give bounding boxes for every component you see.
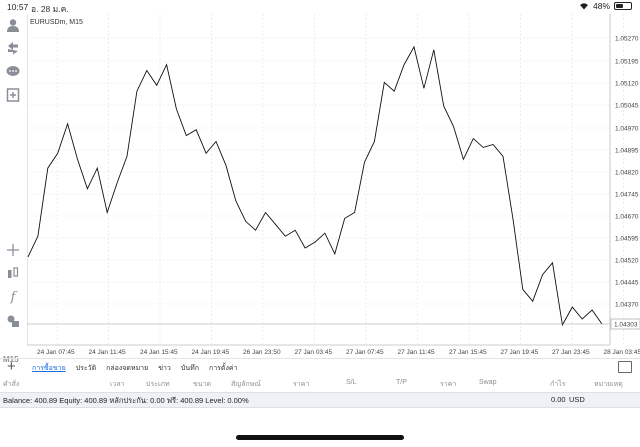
time-tick-label: 24 Jan 19:45 — [192, 349, 230, 356]
price-tick-label: 1.05045 — [615, 103, 639, 110]
bottom-tab-bar: + การซื้อขาย ประวัติ กล่องจดหมาย ข่าว บันทึก… — [0, 358, 640, 376]
current-price-tag — [610, 318, 640, 330]
time-tick-label: 26 Jan 23:50 — [243, 349, 281, 356]
price-line — [27, 45, 603, 327]
tab-0[interactable]: การซื้อขาย — [32, 365, 66, 372]
battery-percent: 48% — [592, 1, 610, 11]
tab-list: การซื้อขาย ประวัติ กล่องจดหมาย ข่าว บันทึก กา… — [32, 363, 237, 374]
function-icon[interactable]: f — [10, 289, 16, 305]
column-header[interactable]: S/L — [346, 379, 357, 386]
price-chart[interactable]: EURUSDm, M15 1.05270 1.05195 1.05120 1.0504… — [27, 14, 640, 359]
price-axis: 1.05270 1.05195 1.05120 1.05045 1.04970 1.048… — [615, 36, 639, 309]
price-tick-label: 1.04445 — [615, 280, 639, 287]
user-icon[interactable] — [5, 17, 21, 33]
time-tick-label: 27 Jan 19:45 — [501, 349, 539, 356]
layout-icon[interactable] — [618, 361, 632, 373]
column-header[interactable]: Swap — [479, 379, 497, 386]
add-icon[interactable]: + — [7, 358, 16, 375]
add-chart-icon[interactable] — [5, 87, 21, 103]
price-tick-label: 1.05120 — [615, 81, 639, 88]
price-tick-label: 1.04820 — [615, 170, 639, 177]
time-tick-label: 28 Jan 03:45 — [604, 349, 640, 356]
chart-canvas[interactable]: EURUSDm, M15 1.05270 1.05195 1.05120 1.0504… — [27, 14, 640, 359]
tab-4[interactable]: บันทึก — [180, 365, 199, 372]
time-tick-label: 27 Jan 11:45 — [398, 349, 435, 356]
price-tick-label: 1.04895 — [615, 148, 639, 155]
time-tick-label: 24 Jan 07:45 — [37, 349, 75, 356]
price-tick-label: 1.05270 — [615, 36, 639, 43]
price-series — [27, 45, 603, 327]
indicators-icon[interactable] — [5, 265, 21, 281]
column-header[interactable]: คำสั่ง — [3, 381, 20, 388]
balance-row: Balance: 400.89 Equity: 400.89 หลักประกั… — [0, 392, 640, 408]
tab-1[interactable]: ประวัติ — [75, 365, 97, 372]
price-tick-label: 1.04370 — [615, 302, 639, 309]
profit-currency: USD — [569, 395, 585, 404]
status-bar: 10:57 อ. 28 ม.ค. 48% — [0, 0, 640, 14]
price-tick-label: 1.04745 — [615, 192, 639, 199]
column-header[interactable]: เวลา — [110, 381, 125, 388]
chat-icon[interactable] — [5, 64, 21, 80]
status-date: อ. 28 ม.ค. — [31, 4, 69, 14]
time-tick-label: 27 Jan 07:45 — [346, 349, 384, 356]
switch-account-icon[interactable] — [5, 40, 21, 56]
wifi-icon — [579, 3, 588, 10]
price-tick-label: 1.04520 — [615, 258, 639, 265]
time-tick-label: 27 Jan 15:45 — [449, 349, 487, 356]
column-header[interactable]: ขนาด — [193, 381, 212, 388]
column-header[interactable]: T/P — [396, 379, 407, 386]
time-tick-label: 24 Jan 15:45 — [140, 349, 178, 356]
column-header[interactable]: หมายเหตุ — [594, 381, 623, 388]
balance-summary: Balance: 400.89 Equity: 400.89 หลักประกั… — [3, 396, 249, 405]
status-time: 10:57 — [7, 2, 29, 12]
column-header[interactable]: ราคา — [440, 381, 457, 388]
column-header[interactable]: ราคา — [293, 381, 310, 388]
tab-2[interactable]: กล่องจดหมาย — [106, 365, 149, 372]
timeframe-label[interactable]: M15 — [3, 355, 19, 364]
price-tick-label: 1.05195 — [615, 59, 639, 66]
tab-3[interactable]: ข่าว — [158, 365, 171, 372]
column-header[interactable]: สัญลักษณ์ — [231, 381, 261, 388]
column-header[interactable]: ประเภท — [146, 381, 170, 388]
crosshair-icon[interactable] — [5, 242, 21, 258]
time-axis: 24 Jan 07:45 24 Jan 11:45 24 Jan 15:45 24 J… — [37, 349, 640, 356]
left-toolbar: f M15 — [0, 14, 27, 364]
status-right: 48% — [579, 1, 632, 11]
time-tick-label: 24 Jan 11:45 — [89, 349, 126, 356]
objects-icon[interactable] — [5, 313, 21, 329]
price-tick-label: 1.04670 — [615, 214, 639, 221]
battery-icon — [614, 2, 632, 10]
time-tick-label: 27 Jan 23:45 — [552, 349, 590, 356]
price-tick-label: 1.04595 — [615, 236, 639, 243]
current-price-label: 1.04303 — [614, 322, 638, 329]
symbol-label: EURUSDm, M15 — [30, 19, 83, 26]
profit-value: 0.00 — [551, 395, 566, 404]
column-header[interactable]: กำไร — [550, 381, 566, 388]
price-tick-label: 1.04970 — [615, 126, 639, 133]
tab-5[interactable]: การตั้งค่า — [208, 365, 238, 372]
home-indicator — [236, 435, 404, 440]
trade-table-header: คำสั่ง เวลา ประเภท ขนาด สัญลักษณ์ ราคา S/L T/P ร… — [0, 377, 640, 391]
chart-grid — [27, 14, 624, 346]
time-tick-label: 27 Jan 03:45 — [295, 349, 333, 356]
